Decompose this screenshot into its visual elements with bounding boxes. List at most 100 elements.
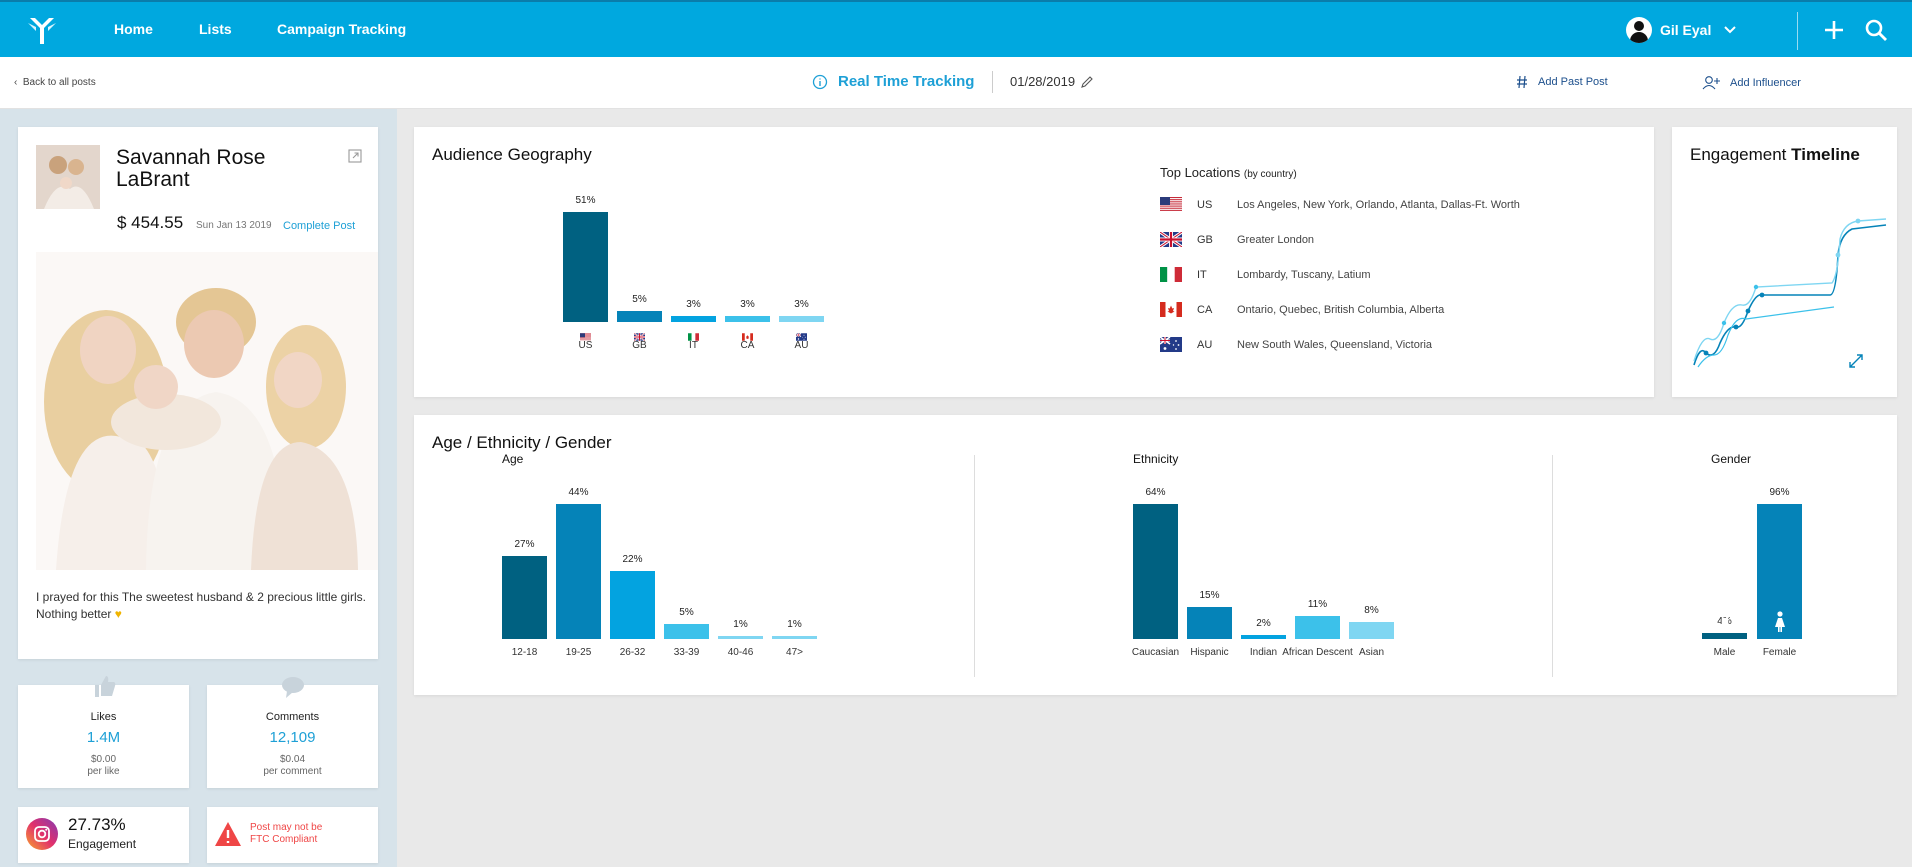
gender-heading: Gender — [1711, 452, 1752, 466]
add-influencer-button[interactable]: Add Influencer — [1702, 75, 1801, 90]
age-bar — [718, 636, 763, 639]
comments-cost: $0.04 per comment — [207, 754, 378, 778]
likes-label: Likes — [90, 711, 117, 723]
timeline-sparkline — [1693, 218, 1887, 368]
comments-value: 12,109 — [269, 729, 316, 746]
post-price: $ 454.55 — [117, 213, 184, 232]
geo-category-label: GB — [632, 340, 647, 351]
expand-icon[interactable] — [1848, 353, 1864, 369]
post-image[interactable] — [36, 252, 378, 570]
geo-category-label: IT — [689, 340, 698, 351]
add-influencer-label: Add Influencer — [1730, 76, 1801, 89]
divider — [992, 71, 993, 93]
ethnicity-category-label: Asian — [1358, 647, 1384, 658]
user-name: Gil Eyal — [1660, 22, 1712, 38]
age-bar — [610, 571, 655, 639]
location-code: US — [1197, 199, 1213, 211]
ethnicity-category-label: Indian — [1249, 647, 1278, 658]
location-code: GB — [1197, 234, 1213, 246]
ethnicity-bar — [1295, 616, 1340, 639]
back-link[interactable]: ‹ Back to all posts — [14, 77, 96, 88]
ftc-line1: Post may not be — [250, 822, 323, 833]
location-row: US Los Angeles, New York, Orlando, Atlant… — [1160, 195, 1520, 215]
likes-cost-unit: per like — [87, 766, 120, 777]
external-link-icon[interactable] — [348, 149, 362, 163]
warning-icon — [215, 822, 241, 846]
geography-chart: 51% US 5% GB 3% IT 3% CA 3% AU — [414, 127, 834, 397]
age-value-label: 27% — [514, 539, 535, 550]
add-user-icon — [1702, 76, 1720, 90]
profile-thumbnail[interactable] — [36, 145, 100, 209]
tracking-date[interactable]: 01/28/2019 — [1010, 74, 1094, 89]
flag-icon-gb — [633, 328, 646, 342]
flag-icon-ca — [742, 328, 753, 341]
ethnicity-heading: Ethnicity — [1133, 452, 1179, 466]
location-cities: Lombardy, Tuscany, Latium — [1237, 269, 1371, 281]
ftc-line2: FTC Compliant — [250, 834, 318, 845]
logo-icon[interactable] — [26, 14, 58, 46]
timeline-title-b: Timeline — [1791, 145, 1860, 164]
plus-icon[interactable] — [1822, 18, 1846, 42]
flag-icon-gb — [1159, 230, 1183, 249]
age-category-label: 12-18 — [511, 647, 538, 658]
nav-home[interactable]: Home — [114, 21, 153, 37]
location-row: IT Lombardy, Tuscany, Latium — [1160, 265, 1371, 285]
engagement-label: Engagement — [68, 837, 137, 851]
likes-card: Likes 1.4M $0.00 per like — [18, 676, 189, 788]
page-title: Real Time Tracking — [838, 73, 975, 90]
complete-post-link[interactable]: Complete Post — [283, 220, 356, 232]
ethnicity-value-label: 8% — [1364, 605, 1379, 616]
ethnicity-category-label: Hispanic — [1190, 647, 1229, 658]
ethnicity-bar — [1349, 622, 1394, 639]
location-code: CA — [1197, 304, 1213, 316]
top-locations-label: Top Locations — [1160, 165, 1241, 180]
location-cities: Los Angeles, New York, Orlando, Atlanta,… — [1237, 199, 1520, 211]
geo-bar — [563, 212, 608, 322]
influencer-name[interactable]: Savannah Rose LaBrant — [116, 146, 266, 191]
flag-icon-us — [1160, 197, 1183, 213]
ethnicity-value-label: 15% — [1199, 590, 1220, 601]
user-menu[interactable]: Gil Eyal — [1626, 16, 1737, 44]
likes-cost: $0.00 per like — [18, 754, 189, 778]
ftc-text: Post may not be FTC Compliant — [250, 822, 322, 846]
info-icon[interactable] — [812, 74, 828, 90]
ethnicity-value-label: 64% — [1145, 487, 1166, 498]
geo-category-label: US — [578, 340, 593, 351]
age-bar — [664, 624, 709, 639]
gender-bar — [1702, 633, 1747, 639]
likes-value: 1.4M — [86, 729, 121, 746]
age-heading: Age — [502, 452, 524, 466]
pencil-icon[interactable] — [1080, 75, 1094, 89]
engagement-card: 27.73% Engagement — [18, 807, 189, 863]
geo-bar — [779, 316, 824, 322]
location-code: AU — [1197, 339, 1213, 351]
age-value-label: 1% — [787, 619, 802, 630]
age-category-label: 33-39 — [673, 647, 700, 658]
section-divider — [1552, 455, 1553, 677]
age-bar — [556, 504, 601, 639]
nav-lists[interactable]: Lists — [199, 21, 232, 37]
ethnicity-value-label: 11% — [1307, 599, 1328, 610]
caption-text: I prayed for this The sweetest husband &… — [36, 590, 366, 621]
search-icon[interactable] — [1864, 18, 1888, 42]
top-locations-sub: (by country) — [1243, 169, 1297, 180]
back-label: Back to all posts — [22, 77, 96, 88]
geo-bar — [671, 316, 716, 322]
age-value-label: 5% — [679, 607, 694, 618]
age-category-label: 26-32 — [619, 647, 646, 658]
sub-toolbar: ‹ Back to all posts Real Time Tracking 0… — [0, 57, 1912, 109]
ethnicity-category-label: Caucasian — [1131, 647, 1180, 658]
geo-value-label: 51% — [575, 195, 596, 206]
comments-cost-value: $0.04 — [279, 754, 306, 765]
comment-icon — [281, 677, 304, 698]
nav-campaign-tracking[interactable]: Campaign Tracking — [277, 21, 407, 37]
post-date: Sun Jan 13 2019 — [196, 220, 272, 231]
ethnicity-value-label: 2% — [1256, 618, 1271, 629]
age-bar — [772, 636, 817, 639]
flag-icon-it — [688, 328, 699, 341]
add-past-post-label: Add Past Post — [1538, 76, 1608, 88]
age-category-label: 19-25 — [565, 647, 592, 658]
add-past-post-button[interactable]: Add Past Post — [1516, 75, 1608, 89]
location-row: CA Ontario, Quebec, British Columbia, Alb… — [1160, 300, 1444, 320]
location-cities: Greater London — [1237, 234, 1315, 246]
